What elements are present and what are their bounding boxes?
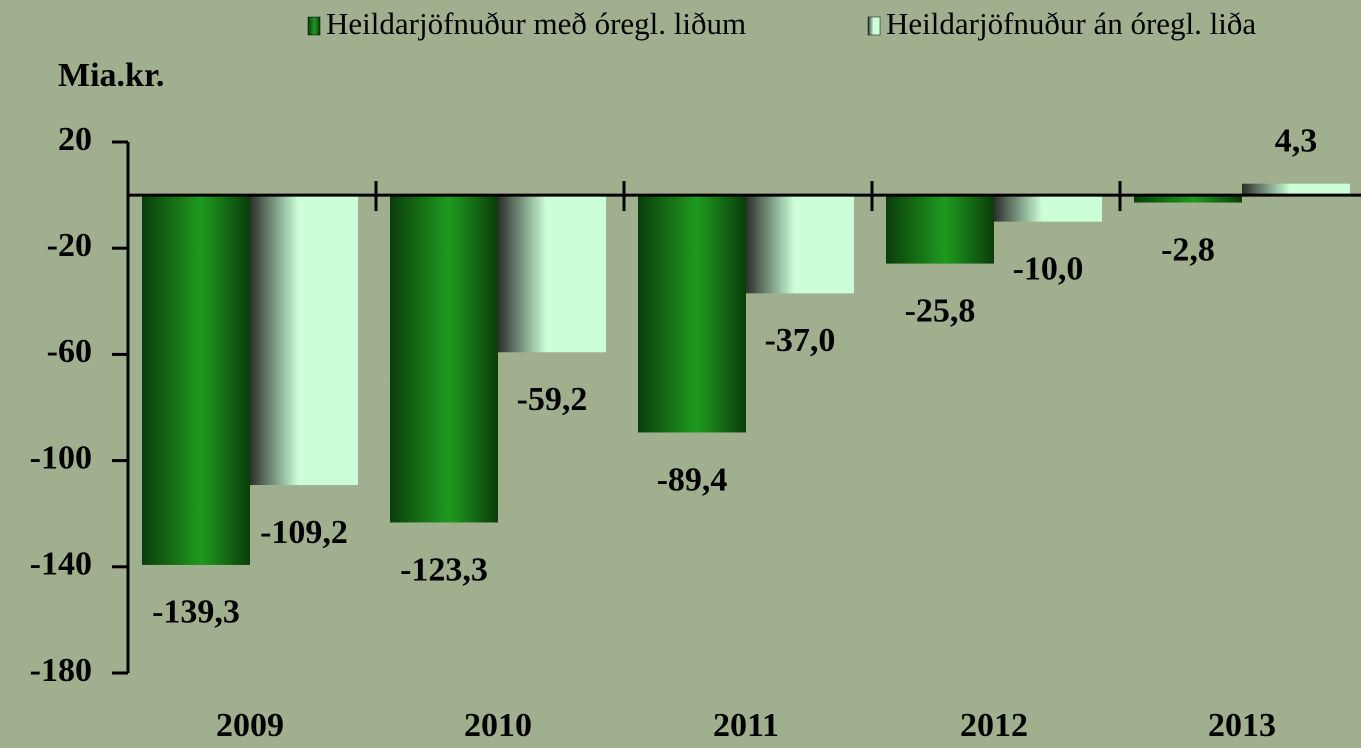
value-label: -139,3: [152, 594, 240, 631]
y-tick-label: -140: [30, 546, 92, 583]
y-tick-label: -20: [47, 227, 92, 264]
value-label: -89,4: [657, 461, 728, 498]
legend-label: Heildarjöfnuður með óregl. liðum: [326, 6, 746, 41]
bar: [746, 195, 854, 294]
value-label: 4,3: [1275, 122, 1318, 159]
bar: [250, 195, 358, 486]
y-tick-label: -100: [30, 439, 92, 476]
y-tick-label: -180: [30, 652, 92, 689]
bar: [1134, 195, 1242, 203]
legend-swatch: [307, 16, 321, 36]
y-tick-label: 20: [58, 121, 92, 158]
value-label: -59,2: [517, 381, 588, 418]
bar: [498, 195, 606, 353]
value-label: -25,8: [905, 292, 976, 329]
bar: [142, 195, 250, 565]
value-label: -10,0: [1013, 250, 1084, 287]
bar: [886, 195, 994, 264]
value-label: -123,3: [400, 551, 488, 588]
x-tick-label: 2009: [216, 707, 284, 744]
x-tick-label: 2013: [1208, 707, 1276, 744]
bar: [1242, 183, 1350, 196]
y-axis-label: Mia.kr.: [58, 57, 164, 94]
x-tick-label: 2011: [713, 707, 779, 744]
legend-label: Heildarjöfnuður án óregl. liða: [886, 6, 1256, 41]
x-tick-label: 2010: [464, 707, 532, 744]
y-tick-label: -60: [47, 333, 92, 370]
bar: [390, 195, 498, 523]
x-tick-label: 2012: [960, 707, 1028, 744]
value-label: -2,8: [1161, 231, 1215, 268]
value-label: -37,0: [765, 322, 836, 359]
legend-swatch: [867, 16, 881, 36]
value-label: -109,2: [260, 514, 348, 551]
bar: [638, 195, 746, 433]
bar: [994, 195, 1102, 222]
